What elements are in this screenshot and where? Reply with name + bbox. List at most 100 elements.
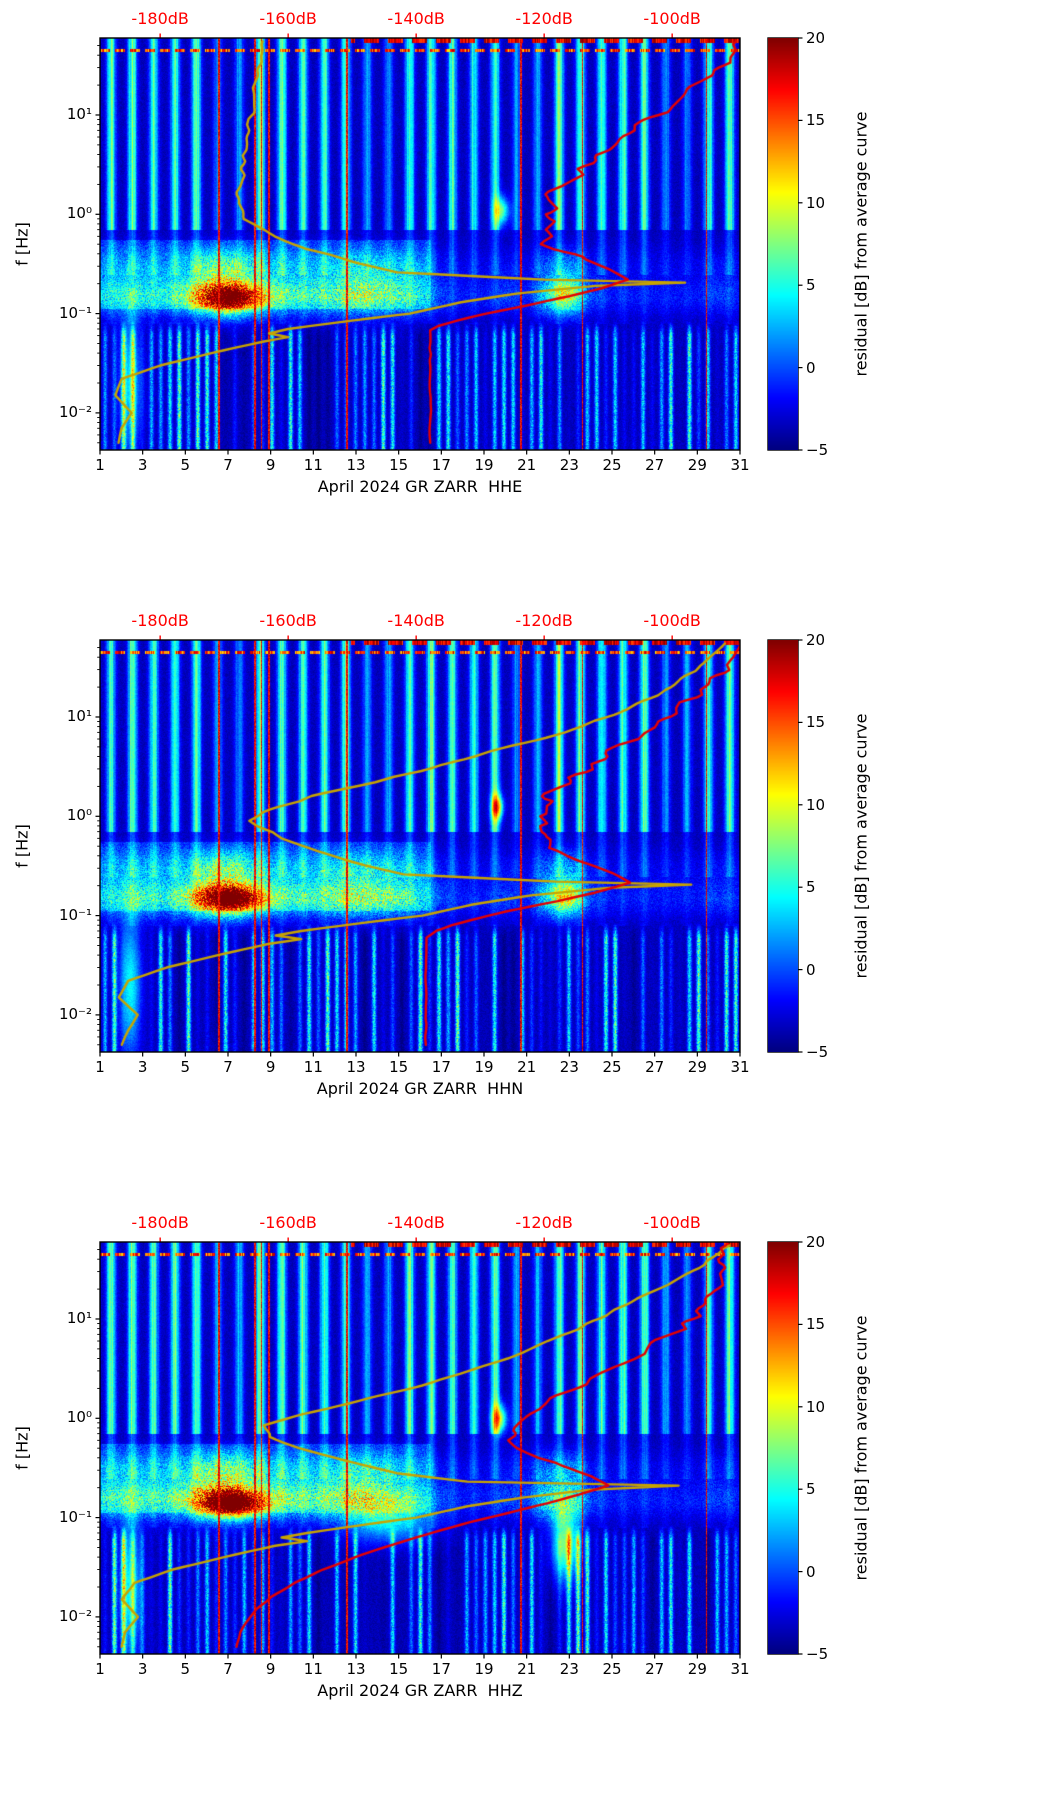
- colorbar-axis-label: residual [dB] from average curve: [851, 1315, 871, 1581]
- colorbar-tick-label: 0: [806, 960, 816, 979]
- day-tick-label: 17: [431, 1660, 451, 1678]
- day-tick-label: 23: [559, 456, 579, 474]
- colorbar-tick-label: −5: [806, 1645, 829, 1663]
- day-tick-label: 31: [730, 1058, 750, 1076]
- day-tick-label: 9: [265, 1058, 276, 1076]
- colorbar-gradient: [768, 640, 798, 1052]
- freq-axis-label: f [Hz]: [12, 824, 32, 868]
- day-tick-label: 21: [517, 1058, 537, 1076]
- x-axis-title: April 2024 GR ZARR HHN: [316, 1079, 524, 1098]
- psd-db-tick-label: -180dB: [131, 9, 189, 28]
- day-tick-label: 29: [687, 1660, 707, 1678]
- psd-db-tick-label: -100dB: [643, 611, 701, 630]
- day-tick-label: 17: [431, 456, 451, 474]
- day-tick-label: 13: [346, 456, 366, 474]
- day-tick-label: 25: [602, 1660, 622, 1678]
- day-tick-label: 29: [687, 1058, 707, 1076]
- psd-db-tick-label: -160dB: [259, 611, 317, 630]
- day-tick-label: 19: [474, 1058, 494, 1076]
- psd-db-tick-label: -100dB: [643, 1213, 701, 1232]
- colorbar-tick-label: 10: [806, 1397, 826, 1416]
- psd-db-tick-label: -120dB: [515, 1213, 573, 1232]
- psd-db-tick-label: -140dB: [387, 611, 445, 630]
- day-tick-label: 15: [389, 1058, 409, 1076]
- freq-tick-label: 10⁻¹: [58, 1507, 92, 1526]
- day-tick-label: 7: [223, 1058, 233, 1076]
- day-tick-label: 27: [645, 1058, 665, 1076]
- day-tick-label: 19: [474, 1660, 494, 1678]
- psd-db-tick-label: -140dB: [387, 9, 445, 28]
- day-tick-label: 9: [265, 1660, 276, 1678]
- day-tick-label: 21: [517, 1660, 537, 1678]
- freq-tick-label: 10⁻²: [58, 1004, 92, 1023]
- panel-hhz: -180dB -160dB -140dB -120dB -100dB 10¹ 10⁰ 10⁻…: [0, 1204, 1052, 1806]
- day-tick-label: 1: [95, 456, 105, 474]
- x-axis-title: April 2024 GR ZARR HHZ: [317, 1681, 523, 1700]
- day-tick-label: 27: [645, 1660, 665, 1678]
- day-tick-label: 5: [180, 1058, 191, 1076]
- day-tick-label: 13: [346, 1660, 366, 1678]
- colorbar-gradient: [768, 38, 798, 450]
- day-tick-label: 7: [223, 1660, 233, 1678]
- day-tick-label: 5: [180, 456, 191, 474]
- colorbar-gradient: [768, 1242, 798, 1654]
- colorbar-tick-label: 15: [806, 111, 826, 130]
- day-tick-label: 7: [223, 456, 233, 474]
- day-tick-label: 31: [730, 456, 750, 474]
- psd-db-tick-label: -120dB: [515, 611, 573, 630]
- spectrogram-heatmap: [100, 38, 740, 450]
- day-tick-label: 25: [602, 1058, 622, 1076]
- day-tick-label: 31: [730, 1660, 750, 1678]
- spectrogram-heatmap: [100, 1242, 740, 1654]
- psd-db-tick-label: -160dB: [259, 1213, 317, 1232]
- day-tick-label: 25: [602, 456, 622, 474]
- day-tick-label: 11: [303, 456, 323, 474]
- day-tick-label: 1: [95, 1058, 105, 1076]
- spectrogram-heatmap: [100, 640, 740, 1052]
- day-tick-label: 3: [137, 1058, 148, 1076]
- colorbar-tick-label: 5: [806, 878, 816, 897]
- freq-tick-label: 10⁻²: [58, 402, 92, 421]
- colorbar-tick-label: 10: [806, 795, 826, 814]
- day-tick-label: 9: [265, 456, 276, 474]
- colorbar-tick-label: 20: [806, 1233, 826, 1251]
- day-tick-label: 1: [95, 1660, 105, 1678]
- day-tick-label: 15: [389, 1660, 409, 1678]
- day-tick-label: 13: [346, 1058, 366, 1076]
- day-tick-label: 15: [389, 456, 409, 474]
- day-tick-label: 23: [559, 1660, 579, 1678]
- psd-db-tick-label: -100dB: [643, 9, 701, 28]
- colorbar-tick-label: 20: [806, 631, 826, 649]
- day-tick-label: 3: [137, 1660, 148, 1678]
- psd-db-tick-label: -140dB: [387, 1213, 445, 1232]
- day-tick-label: 27: [645, 456, 665, 474]
- day-tick-label: 19: [474, 456, 494, 474]
- panel-hhe: -180dB -160dB -140dB -120dB -100dB 10¹ 10⁰ 10⁻…: [0, 0, 1052, 602]
- colorbar-tick-label: 20: [806, 29, 826, 47]
- day-tick-label: 11: [303, 1660, 323, 1678]
- freq-tick-label: 10⁻¹: [58, 303, 92, 322]
- colorbar-tick-label: 5: [806, 1480, 816, 1499]
- psd-db-tick-label: -120dB: [515, 9, 573, 28]
- day-tick-label: 11: [303, 1058, 323, 1076]
- freq-tick-label: 10¹: [66, 706, 92, 725]
- colorbar-axis-label: residual [dB] from average curve: [851, 111, 871, 377]
- day-tick-label: 21: [517, 456, 537, 474]
- freq-axis-label: f [Hz]: [12, 222, 32, 266]
- freq-tick-label: 10⁰: [66, 204, 92, 223]
- colorbar-tick-label: 10: [806, 193, 826, 212]
- freq-tick-label: 10⁰: [66, 1408, 92, 1427]
- psd-db-tick-label: -180dB: [131, 1213, 189, 1232]
- day-tick-label: 17: [431, 1058, 451, 1076]
- colorbar-tick-label: 15: [806, 1315, 826, 1334]
- colorbar-tick-label: 15: [806, 713, 826, 732]
- day-tick-label: 23: [559, 1058, 579, 1076]
- colorbar-tick-label: −5: [806, 441, 829, 459]
- psd-db-tick-label: -160dB: [259, 9, 317, 28]
- colorbar-tick-label: 0: [806, 1562, 816, 1581]
- freq-tick-label: 10⁰: [66, 806, 92, 825]
- freq-axis-label: f [Hz]: [12, 1426, 32, 1470]
- x-axis-title: April 2024 GR ZARR HHE: [317, 477, 523, 496]
- freq-tick-label: 10¹: [66, 1308, 92, 1327]
- colorbar-tick-label: −5: [806, 1043, 829, 1061]
